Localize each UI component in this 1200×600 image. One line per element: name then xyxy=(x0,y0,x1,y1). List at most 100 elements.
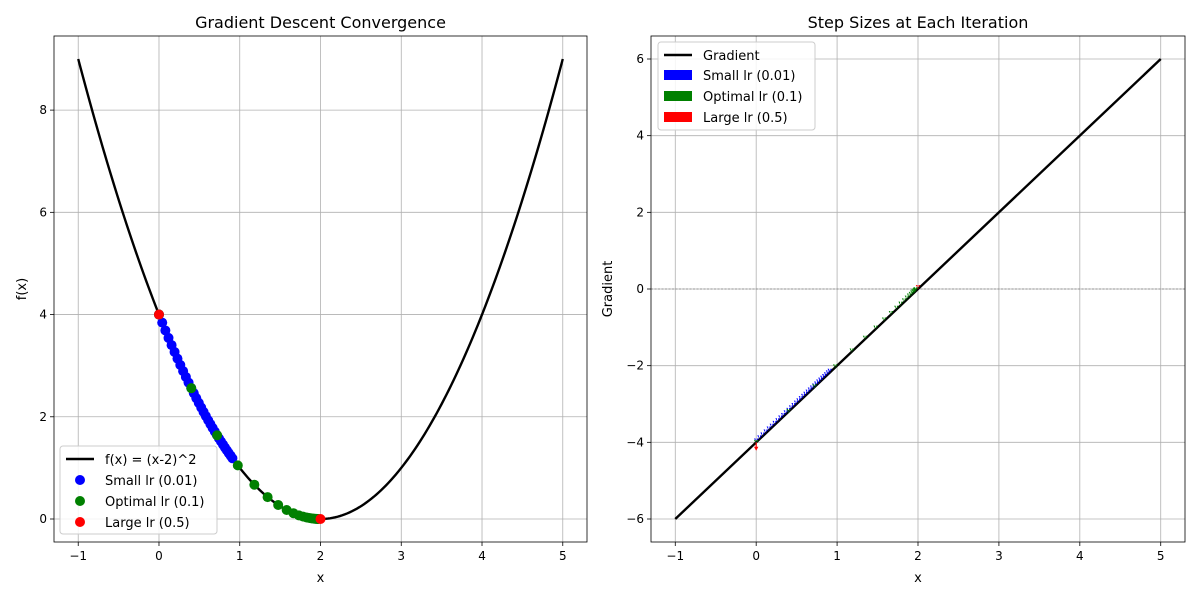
legend-small-lr-label: Small lr (0.01) xyxy=(105,474,197,489)
step-sizes-y-tick-label: −4 xyxy=(626,435,644,449)
step-sizes-y-tick-label: 4 xyxy=(636,129,644,143)
convergence-x-tick-label: 4 xyxy=(478,549,486,563)
step-sizes-y-tick-label: 0 xyxy=(636,282,644,296)
small-lr-step-arrow xyxy=(757,435,762,440)
convergence-legend: f(x) = (x-2)^2 Small lr (0.01) Optimal l… xyxy=(59,445,218,535)
optimal-lr-step-arrow xyxy=(862,335,868,340)
optimal-lr-point xyxy=(186,383,197,394)
optimal-lr-step-arrow xyxy=(901,298,907,303)
optimal-lr-step-arrow xyxy=(912,287,918,292)
small-lr-step-arrow xyxy=(788,405,794,410)
optimal-lr-step-arrow xyxy=(812,384,817,389)
small-lr-step-arrow xyxy=(818,377,823,382)
step-sizes-x-tick-label: 5 xyxy=(1157,549,1165,563)
small-lr-step-arrow xyxy=(805,389,810,394)
convergence-chart: −1 0 1 2 3 4 5 0 2 4 6 8 Gradient Descent Convergen… xyxy=(15,13,588,586)
step-sizes-chart-title: Step Sizes at Each Iteration xyxy=(808,13,1029,32)
large-lr-step-arrow xyxy=(915,285,921,289)
optimal-lr-step-arrow xyxy=(908,291,914,296)
step-sizes-y-tick-label: 6 xyxy=(636,52,644,66)
optimal-lr-step-arrow xyxy=(832,364,838,369)
optimal-lr-point xyxy=(249,479,260,490)
small-lr-step-arrow xyxy=(803,391,808,396)
optimal-lr-step-arrow xyxy=(894,305,899,310)
step-sizes-y-axis-label: Gradient xyxy=(601,261,616,318)
legend-optimal-lr-label: Optimal lr (0.1) xyxy=(105,495,204,510)
legend-small-lr-marker xyxy=(75,475,85,485)
legend-large-lr-arrow-label: Large lr (0.5) xyxy=(703,111,788,126)
small-lr-step-arrow xyxy=(778,415,783,420)
legend-small-lr-arrow-label: Small lr (0.01) xyxy=(703,69,795,84)
small-lr-step-arrow xyxy=(772,420,777,425)
convergence-x-tick-label: 3 xyxy=(397,549,405,563)
small-lr-step-arrow xyxy=(823,372,829,377)
small-lr-step-arrow xyxy=(766,426,772,431)
small-lr-step-arrow xyxy=(820,375,825,380)
step-sizes-y-tick-label: −6 xyxy=(626,512,644,526)
legend-large-lr-label: Large lr (0.5) xyxy=(105,516,190,531)
optimal-lr-step-arrow xyxy=(898,301,903,306)
optimal-lr-step-arrow xyxy=(911,289,916,294)
optimal-lr-step-arrow xyxy=(873,325,878,330)
optimal-lr-step-arrow xyxy=(913,287,918,292)
small-lr-step-arrow xyxy=(796,398,801,403)
small-lr-step-arrow xyxy=(763,429,768,434)
optimal-lr-step-arrow xyxy=(881,317,887,322)
step-sizes-x-tick-label: 0 xyxy=(752,549,760,563)
large-lr-point xyxy=(315,514,326,524)
small-lr-step-arrow xyxy=(800,393,806,398)
legend-large-lr-marker xyxy=(75,517,85,527)
legend-optimal-lr-marker xyxy=(75,496,85,506)
convergence-y-tick-label: 8 xyxy=(39,103,47,117)
legend-curve-label: f(x) = (x-2)^2 xyxy=(105,453,197,468)
small-lr-point xyxy=(227,453,238,464)
small-lr-step-arrow xyxy=(791,403,796,408)
step-sizes-x-tick-label: 4 xyxy=(1076,549,1084,563)
legend-small-lr-patch xyxy=(664,70,692,80)
small-lr-step-arrow xyxy=(816,379,821,384)
convergence-y-axis-label: f(x) xyxy=(15,278,30,300)
convergence-x-tick-label: 5 xyxy=(559,549,567,563)
step-sizes-legend: Gradient Small lr (0.01) Optimal lr (0.1… xyxy=(657,41,816,131)
small-lr-step-arrow xyxy=(760,432,765,437)
legend-gradient-label: Gradient xyxy=(703,49,760,64)
convergence-y-tick-label: 6 xyxy=(39,205,47,219)
optimal-lr-step-arrow xyxy=(904,295,910,300)
optimal-lr-step-arrow xyxy=(912,288,917,293)
small-lr-point xyxy=(157,317,168,328)
convergence-legend-box xyxy=(59,445,218,535)
convergence-plot-area xyxy=(77,58,564,524)
convergence-y-tick-label: 4 xyxy=(39,308,47,322)
step-sizes-legend-box xyxy=(657,41,816,131)
convergence-x-tick-label: 0 xyxy=(155,549,163,563)
step-sizes-chart: −1 0 1 2 3 4 5 −6 −4 −2 0 2 4 6 Step Sizes at Each It… xyxy=(601,13,1186,586)
legend-large-lr-patch xyxy=(664,112,692,122)
convergence-y-tick-label: 2 xyxy=(39,410,47,424)
large-lr-step-arrow xyxy=(753,442,759,451)
step-sizes-ticks: −1 0 1 2 3 4 5 −6 −4 −2 0 2 4 6 xyxy=(626,52,1164,563)
small-lr-step-arrow xyxy=(793,400,799,405)
optimal-lr-step-arrow xyxy=(786,409,791,414)
convergence-x-tick-label: 1 xyxy=(236,549,244,563)
optimal-lr-point xyxy=(212,430,223,441)
large-lr-point xyxy=(153,309,164,320)
step-sizes-x-axis-label: x xyxy=(914,571,922,586)
convergence-y-tick-label: 0 xyxy=(39,512,47,526)
optimal-lr-point xyxy=(273,499,284,510)
convergence-chart-title: Gradient Descent Convergence xyxy=(195,13,446,32)
convergence-ticks: −1 0 1 2 3 4 5 0 2 4 6 8 xyxy=(39,103,566,563)
convergence-x-tick-label: 2 xyxy=(317,549,325,563)
optimal-lr-step-arrow xyxy=(753,440,759,445)
small-lr-step-arrow xyxy=(786,407,791,412)
convergence-x-axis-label: x xyxy=(317,571,325,586)
step-sizes-x-tick-label: 1 xyxy=(833,549,841,563)
optimal-lr-step-arrow xyxy=(910,290,915,295)
small-lr-step-arrow xyxy=(807,387,813,392)
legend-optimal-lr-arrow-label: Optimal lr (0.1) xyxy=(703,90,802,105)
small-lr-step-arrow xyxy=(780,412,786,417)
legend-optimal-lr-patch xyxy=(664,91,692,101)
small-lr-step-arrow xyxy=(753,438,759,443)
small-lr-step-arrow xyxy=(798,396,804,401)
step-sizes-plot-area xyxy=(651,58,1185,520)
